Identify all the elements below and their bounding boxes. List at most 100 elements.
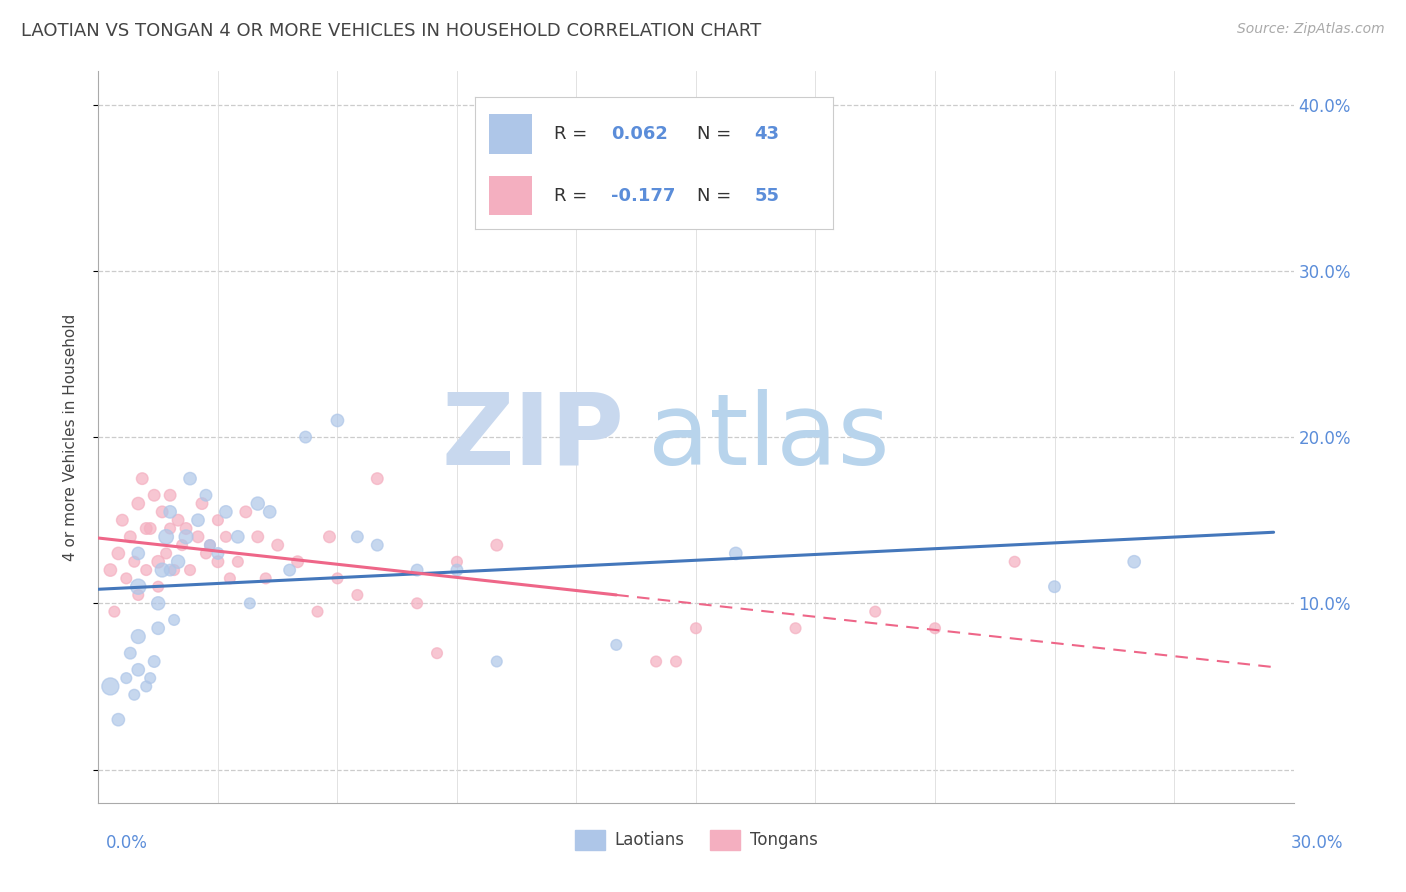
Point bbox=[1004, 555, 1026, 569]
Point bbox=[267, 538, 290, 552]
Point bbox=[1043, 580, 1066, 594]
Point bbox=[215, 530, 238, 544]
Point bbox=[167, 513, 190, 527]
Point bbox=[191, 497, 214, 511]
Point bbox=[278, 563, 301, 577]
Point bbox=[135, 521, 157, 535]
Point bbox=[346, 530, 368, 544]
Point bbox=[115, 571, 138, 585]
Point bbox=[198, 538, 221, 552]
Point bbox=[103, 605, 125, 619]
Point bbox=[179, 563, 201, 577]
Point bbox=[127, 546, 149, 560]
Point bbox=[127, 630, 149, 644]
Point bbox=[139, 671, 162, 685]
Point bbox=[148, 621, 170, 635]
Y-axis label: 4 or more Vehicles in Household: 4 or more Vehicles in Household bbox=[63, 313, 77, 561]
Point bbox=[163, 613, 186, 627]
Point bbox=[326, 413, 349, 427]
Point bbox=[198, 538, 221, 552]
Legend: Laotians, Tongans: Laotians, Tongans bbox=[568, 823, 824, 856]
Point bbox=[120, 530, 142, 544]
Point bbox=[226, 555, 249, 569]
Point bbox=[426, 646, 449, 660]
Point bbox=[155, 546, 177, 560]
Text: LAOTIAN VS TONGAN 4 OR MORE VEHICLES IN HOUSEHOLD CORRELATION CHART: LAOTIAN VS TONGAN 4 OR MORE VEHICLES IN … bbox=[21, 22, 761, 40]
Point bbox=[326, 571, 349, 585]
Point bbox=[143, 655, 166, 669]
Point bbox=[174, 530, 197, 544]
Text: atlas: atlas bbox=[648, 389, 890, 485]
Point bbox=[115, 671, 138, 685]
Point bbox=[294, 430, 316, 444]
Point bbox=[135, 680, 157, 694]
Point bbox=[148, 580, 170, 594]
Point bbox=[159, 505, 181, 519]
Point bbox=[605, 638, 627, 652]
Point bbox=[318, 530, 340, 544]
Point bbox=[406, 563, 429, 577]
Point bbox=[724, 546, 747, 560]
Point bbox=[120, 646, 142, 660]
Point bbox=[124, 555, 146, 569]
Point bbox=[107, 546, 129, 560]
Point bbox=[163, 563, 186, 577]
Point bbox=[179, 472, 201, 486]
Point bbox=[485, 538, 508, 552]
Point bbox=[207, 546, 229, 560]
Point bbox=[148, 555, 170, 569]
Text: 30.0%: 30.0% bbox=[1291, 834, 1343, 852]
Text: 0.0%: 0.0% bbox=[105, 834, 148, 852]
Point bbox=[155, 530, 177, 544]
Point bbox=[219, 571, 242, 585]
Point bbox=[127, 497, 149, 511]
Point bbox=[98, 563, 122, 577]
Point bbox=[127, 663, 149, 677]
Point bbox=[785, 621, 807, 635]
Point bbox=[235, 505, 257, 519]
Point bbox=[107, 713, 129, 727]
Point bbox=[172, 538, 194, 552]
Point bbox=[159, 488, 181, 502]
Point bbox=[159, 563, 181, 577]
Point bbox=[195, 546, 218, 560]
Point bbox=[346, 588, 368, 602]
Point bbox=[865, 605, 887, 619]
Point bbox=[239, 596, 262, 610]
Point bbox=[98, 680, 122, 694]
Point bbox=[366, 538, 388, 552]
Point bbox=[187, 513, 209, 527]
Point bbox=[307, 605, 329, 619]
Point bbox=[159, 521, 181, 535]
Point bbox=[127, 588, 149, 602]
Point bbox=[645, 655, 668, 669]
Point bbox=[111, 513, 134, 527]
Point bbox=[259, 505, 281, 519]
Point bbox=[135, 563, 157, 577]
Text: ZIP: ZIP bbox=[441, 389, 624, 485]
Point bbox=[665, 655, 688, 669]
Point bbox=[366, 472, 388, 486]
Point bbox=[485, 655, 508, 669]
Point bbox=[254, 571, 277, 585]
Point bbox=[207, 513, 229, 527]
Point bbox=[127, 580, 149, 594]
Point bbox=[246, 530, 269, 544]
Point bbox=[124, 688, 146, 702]
Point bbox=[150, 563, 173, 577]
Point bbox=[406, 596, 429, 610]
Point bbox=[446, 555, 468, 569]
Point bbox=[226, 530, 249, 544]
Point bbox=[246, 497, 269, 511]
Point bbox=[143, 488, 166, 502]
Point bbox=[207, 555, 229, 569]
Point bbox=[174, 521, 197, 535]
Text: Source: ZipAtlas.com: Source: ZipAtlas.com bbox=[1237, 22, 1385, 37]
Point bbox=[215, 505, 238, 519]
Point bbox=[446, 563, 468, 577]
Point bbox=[150, 505, 173, 519]
Point bbox=[148, 596, 170, 610]
Point bbox=[195, 488, 218, 502]
Point bbox=[139, 521, 162, 535]
Point bbox=[187, 530, 209, 544]
